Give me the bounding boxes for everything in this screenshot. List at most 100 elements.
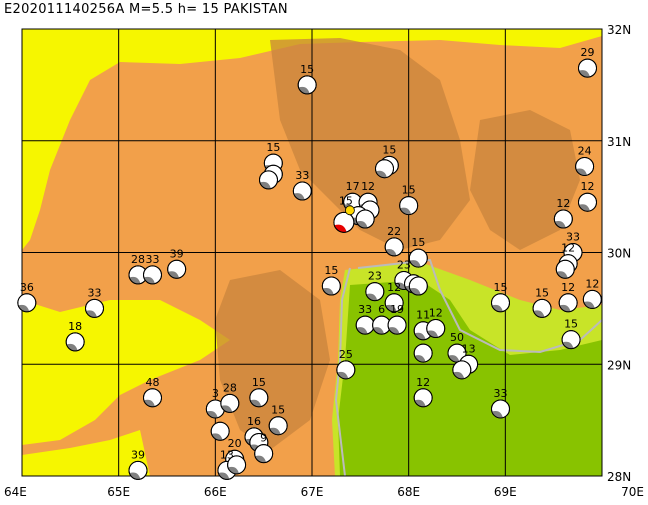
event-depth-label: 33 (88, 286, 102, 299)
lat-tick-label: 32N (607, 23, 631, 37)
event-beachball (491, 399, 510, 419)
axis-labels: 64E 65E 66E 67E 68E 69E 70E 32N 31N 30N 29N 28N (4, 23, 644, 499)
mountain-ridge-south (215, 270, 330, 450)
event-depth-label: 12 (387, 281, 401, 294)
event-depth-label: 23 (397, 258, 411, 271)
event-beachball (413, 388, 433, 408)
event-beachball (578, 192, 597, 212)
event-beachball (220, 393, 240, 413)
event-beachball (259, 170, 278, 190)
event-depth-label: 19 (390, 303, 404, 316)
event-depth-label: 15 (411, 236, 425, 249)
event-beachball (491, 293, 510, 313)
event-depth-label: 15 (382, 143, 396, 156)
event-depth-label: 33 (358, 303, 372, 316)
event-depth-label: 20 (228, 437, 242, 450)
event-depth-label: 33 (295, 169, 309, 182)
event-beachball (128, 460, 148, 480)
event-depth-label: 12 (361, 180, 375, 193)
event-beachball (532, 298, 552, 318)
event-beachball (575, 156, 595, 176)
event-depth-label: 18 (68, 320, 82, 333)
event-beachball (210, 421, 230, 441)
event-beachball (85, 298, 104, 318)
event-beachball (355, 209, 375, 229)
event-beachball (447, 343, 467, 363)
event-beachball (65, 332, 85, 352)
event-depth-label: 28 (223, 381, 237, 394)
lon-tick-label: 66E (204, 485, 227, 499)
mountain-ridge-east (470, 110, 580, 250)
event-depth-label: 50 (450, 331, 464, 344)
event-beachball (408, 276, 428, 296)
event-beachball (336, 360, 356, 380)
event-depth-label: 23 (368, 270, 382, 283)
event-beachball (375, 159, 394, 179)
event-depth-label: 25 (339, 348, 353, 361)
event-beachball (399, 196, 419, 216)
event-beachball (561, 330, 581, 350)
event-beachball (167, 259, 187, 279)
lat-tick-label: 29N (607, 358, 631, 372)
event-beachball (384, 293, 404, 313)
event-depth-label: 29 (581, 46, 595, 59)
event-beachball (384, 237, 404, 257)
event-depth-label: 39 (170, 247, 184, 260)
event-depth-label: 15 (266, 141, 280, 154)
lon-tick-label: 69E (494, 485, 517, 499)
event-beachball (227, 455, 247, 475)
event-depth-label: 12 (585, 277, 599, 290)
event-depth-label: 39 (131, 448, 145, 461)
event-beachball (249, 388, 269, 408)
event-beachball (355, 315, 375, 335)
event-beachball (297, 75, 317, 95)
event-depth-label: 24 (578, 144, 592, 157)
event-beachball (292, 181, 312, 201)
event-depth-label: 28 (131, 253, 145, 266)
event-depth-label: 15 (535, 286, 549, 299)
map-frame (21, 28, 603, 477)
lat-tick-label: 31N (607, 135, 631, 149)
event-beachball (365, 282, 385, 302)
event-depth-label: 15 (300, 63, 314, 76)
event-beachball (582, 289, 602, 309)
event-beachball (558, 293, 578, 313)
event-depth-label: 16 (247, 415, 261, 428)
event-depth-label: 36 (20, 281, 34, 294)
event-beachball (249, 432, 269, 452)
event-beachball (553, 209, 573, 229)
event-depth-label: 33 (566, 231, 580, 244)
epicenter-marker (344, 205, 355, 216)
lat-tick-label: 28N (607, 470, 631, 484)
event-depth-label: 15 (252, 376, 266, 389)
event-beachball (254, 444, 274, 464)
lon-tick-label: 64E (4, 485, 27, 499)
lat-tick-label: 30N (607, 247, 631, 261)
event-beachball (17, 293, 37, 313)
event-beachball (555, 259, 575, 279)
event-beachball (321, 276, 341, 296)
event-beachball (426, 318, 446, 338)
event-depth-label: 15 (494, 281, 508, 294)
event-beachball (143, 265, 162, 285)
event-depth-label: 9 (260, 432, 267, 445)
event-depth-label: 17 (346, 180, 360, 193)
event-beachball (413, 343, 433, 363)
main-event-beachball (333, 211, 355, 233)
event-depth-label: 12 (429, 306, 443, 319)
event-beachball (372, 315, 392, 335)
event-depth-label: 15 (564, 318, 578, 331)
map-title: E202011140256A M=5.5 h= 15 PAKISTAN (4, 2, 288, 17)
event-beachball (268, 416, 288, 436)
event-depth-label: 33 (494, 387, 508, 400)
event-depth-label: 12 (416, 376, 430, 389)
event-depth-label: 22 (387, 225, 401, 238)
event-depth-label: 48 (146, 376, 160, 389)
event-depth-label: 13 (462, 342, 476, 355)
lon-tick-label: 65E (107, 485, 130, 499)
event-depth-label: 12 (561, 281, 575, 294)
event-depth-label: 12 (556, 197, 570, 210)
event-depth-label: 6 (378, 303, 385, 316)
